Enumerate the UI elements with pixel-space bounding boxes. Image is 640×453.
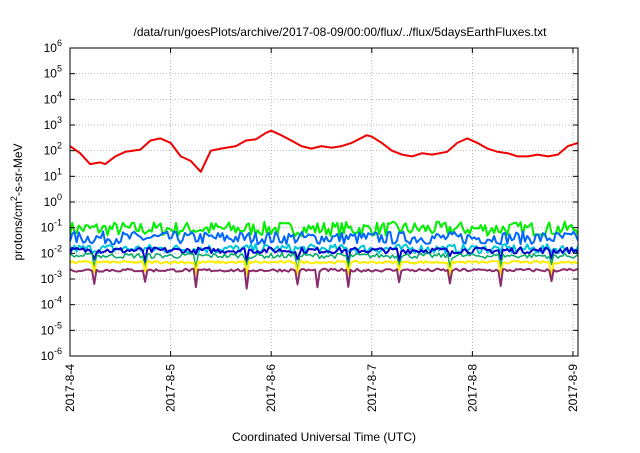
- grid: [69, 47, 578, 357]
- series-line: [70, 267, 578, 290]
- series-line: [70, 230, 578, 246]
- x-tick-label: 2017-8-8: [465, 364, 479, 412]
- chart-title: /data/run/goesPlots/archive/2017-08-09/0…: [134, 25, 548, 39]
- series-line: [70, 260, 578, 280]
- y-tick-label: 10-2: [41, 243, 62, 260]
- x-axis-label: Coordinated Universal Time (UTC): [232, 430, 416, 444]
- y-tick-label: 104: [44, 89, 62, 106]
- y-axis-label: protons/cm2-s-sr-MeV: [9, 143, 25, 260]
- plot-frame: [69, 47, 579, 357]
- axis-ticks: 106 105 104 103 102 101 100 10-1 10-2 10-3 10-4 10-…: [41, 38, 580, 412]
- x-tick-label: 2017-8-5: [164, 364, 178, 412]
- y-tick-label: 103: [44, 115, 62, 132]
- y-tick-label: 10-1: [41, 218, 62, 235]
- x-tick-label: 2017-8-4: [63, 364, 77, 412]
- y-tick-label: 10-4: [41, 295, 62, 312]
- series-line: [70, 246, 578, 265]
- y-tick-label: 101: [44, 166, 62, 183]
- y-axis-label-base: protons/cm: [11, 201, 25, 260]
- x-tick-label: 2017-8-7: [365, 364, 379, 412]
- series-line: [70, 220, 578, 237]
- x-tick-label: 2017-8-6: [264, 364, 278, 412]
- y-tick-label: 10-5: [41, 320, 62, 337]
- y-tick-label: 10-3: [41, 269, 62, 286]
- x-tick-label: 2017-8-9: [566, 364, 580, 412]
- y-axis-label-sup: 2: [9, 196, 19, 201]
- y-tick-label: 106: [44, 38, 62, 55]
- y-axis-label-rest: -s-sr-MeV: [11, 143, 25, 196]
- y-tick-label: 102: [44, 141, 62, 158]
- y-tick-label: 100: [44, 192, 62, 209]
- series-line: [70, 129, 578, 173]
- y-tick-label: 10-6: [41, 346, 62, 363]
- series-group: [70, 129, 578, 290]
- y-tick-label: 105: [44, 64, 62, 81]
- series-line: [70, 252, 578, 272]
- series-line: [70, 243, 578, 255]
